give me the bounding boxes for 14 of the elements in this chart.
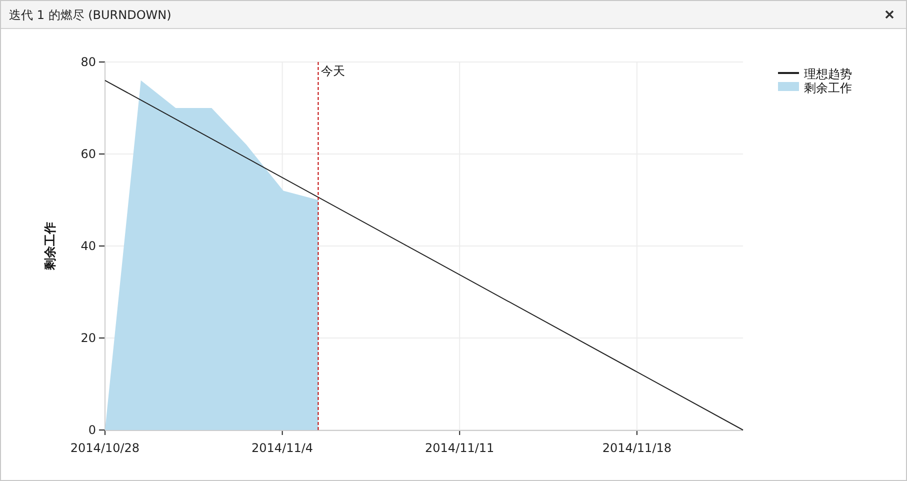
y-tick-label: 60	[80, 147, 96, 161]
x-tick-label: 2014/11/18	[602, 441, 672, 455]
chart-title: 迭代 1 的燃尽 (BURNDOWN)	[9, 8, 172, 22]
legend-label: 剩余工作	[804, 81, 852, 95]
y-axis-title: 剩余工作	[43, 222, 57, 271]
ref-line-label: 今天	[321, 64, 346, 78]
x-tick-label: 2014/11/4	[252, 441, 314, 455]
x-tick-label: 2014/11/11	[425, 441, 494, 455]
y-tick-label: 0	[88, 423, 96, 437]
y-tick-label: 40	[80, 239, 96, 253]
legend-label: 理想趋势	[804, 67, 852, 81]
y-tick-label: 20	[80, 331, 96, 345]
x-tick-label: 2014/10/28	[70, 441, 140, 455]
y-tick-label: 80	[80, 55, 96, 69]
